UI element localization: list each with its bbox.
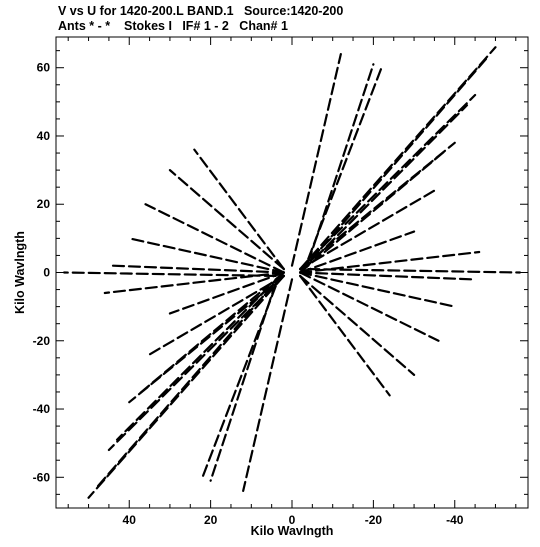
uv-track (168, 271, 285, 315)
uv-track (242, 278, 294, 493)
y-tick-label: -20 (33, 334, 51, 348)
uv-track (290, 52, 342, 267)
uv-track (299, 148, 448, 274)
x-tick-label: 20 (204, 513, 218, 527)
uv-track (299, 46, 497, 271)
uv-track (307, 66, 383, 260)
x-axis-label: Kilo Wavlngth (251, 524, 334, 538)
uv-track (299, 271, 473, 281)
uv-track (299, 271, 456, 308)
uv-track (193, 148, 285, 271)
uv-track (63, 271, 277, 278)
uv-track (95, 271, 285, 489)
x-tick-label: -20 (365, 513, 383, 527)
chart-subtitle: Ants * - * Stokes I IF# 1 - 2 Chan# 1 (58, 19, 288, 33)
uv-track (299, 93, 477, 271)
uv-track (144, 203, 285, 274)
uv-track (299, 56, 489, 274)
x-tick-label: 40 (123, 513, 137, 527)
uv-track (87, 274, 285, 499)
uv-track (168, 169, 285, 271)
uv-track (107, 274, 285, 452)
y-tick-label: -40 (33, 402, 51, 416)
uv-track (307, 267, 521, 274)
uv-track (115, 274, 281, 441)
y-tick-label: 20 (37, 197, 51, 211)
x-tick-label: 0 (289, 513, 296, 527)
y-axis-label: Kilo Wavlngth (13, 231, 27, 314)
uv-track (128, 237, 285, 274)
uv-track (136, 271, 285, 397)
y-tick-label: -60 (33, 470, 51, 484)
uv-track (299, 250, 481, 274)
uv-track (303, 104, 469, 271)
y-tick-label: 0 (43, 266, 50, 280)
uv-track (111, 264, 285, 274)
uv-track (299, 189, 436, 271)
uv-track (299, 271, 440, 342)
uv-track (148, 274, 285, 356)
y-tick-label: 60 (37, 61, 51, 75)
uv-track (299, 230, 416, 274)
uv-track (103, 271, 285, 295)
uv-tracks (63, 46, 521, 499)
chart-title: V vs U for 1420-200.L BAND.1 Source:1420… (58, 4, 344, 18)
uv-track (299, 274, 391, 397)
x-tick-label: -40 (446, 513, 464, 527)
uv-track (201, 285, 277, 479)
uv-track (299, 274, 416, 376)
y-tick-label: 40 (37, 129, 51, 143)
axis-ticks: 40 20 0 -20 -40 60 40 20 0 -20 -40 -60 (33, 37, 528, 527)
